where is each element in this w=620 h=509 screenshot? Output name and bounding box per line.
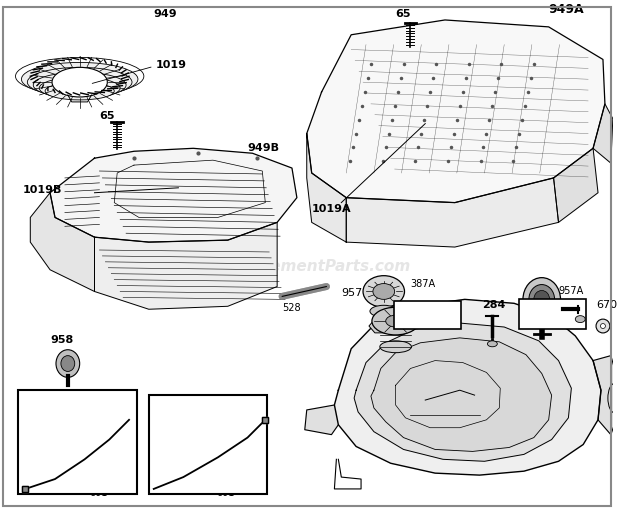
Ellipse shape	[33, 72, 126, 98]
Ellipse shape	[372, 307, 419, 335]
Text: 528: 528	[282, 303, 301, 313]
Polygon shape	[354, 323, 572, 461]
Polygon shape	[50, 148, 297, 242]
Text: 187: 187	[22, 396, 46, 406]
Text: 949B: 949B	[247, 143, 280, 153]
Text: 601: 601	[216, 488, 234, 498]
Text: 972: 972	[404, 313, 430, 326]
Text: 187A: 187A	[154, 400, 185, 410]
Polygon shape	[307, 133, 346, 242]
FancyBboxPatch shape	[519, 299, 586, 329]
Ellipse shape	[370, 305, 397, 317]
Ellipse shape	[575, 316, 585, 323]
Polygon shape	[346, 178, 559, 247]
Polygon shape	[369, 319, 392, 333]
Ellipse shape	[61, 356, 75, 372]
Text: 1019: 1019	[156, 61, 187, 70]
Ellipse shape	[39, 77, 120, 99]
Ellipse shape	[22, 63, 138, 96]
Polygon shape	[334, 299, 601, 475]
Text: 1019B: 1019B	[22, 185, 62, 195]
Ellipse shape	[523, 277, 560, 321]
Text: 1019A: 1019A	[312, 205, 352, 214]
Polygon shape	[94, 222, 277, 309]
FancyBboxPatch shape	[394, 301, 461, 329]
Text: 957A: 957A	[559, 287, 584, 296]
Polygon shape	[305, 405, 339, 435]
FancyBboxPatch shape	[149, 395, 267, 494]
Ellipse shape	[52, 67, 107, 97]
Text: 949: 949	[154, 9, 177, 19]
Text: 65: 65	[99, 110, 115, 121]
Ellipse shape	[376, 323, 386, 329]
Polygon shape	[371, 338, 552, 451]
Text: 958: 958	[50, 335, 73, 345]
Ellipse shape	[386, 315, 405, 327]
Text: 957: 957	[342, 289, 363, 298]
Polygon shape	[554, 148, 598, 222]
Ellipse shape	[596, 319, 610, 333]
Text: 65: 65	[396, 9, 411, 19]
Text: 284: 284	[482, 300, 506, 310]
Polygon shape	[593, 104, 613, 163]
Text: 949A: 949A	[549, 3, 584, 16]
Ellipse shape	[487, 341, 497, 347]
Text: 670: 670	[596, 300, 617, 310]
Text: 601: 601	[89, 488, 108, 498]
Ellipse shape	[529, 285, 554, 314]
Text: 387A: 387A	[410, 278, 435, 289]
Polygon shape	[30, 193, 94, 292]
Ellipse shape	[27, 67, 132, 97]
Ellipse shape	[534, 291, 550, 308]
Text: eReplacementParts.com: eReplacementParts.com	[203, 259, 410, 274]
FancyBboxPatch shape	[19, 390, 137, 494]
Ellipse shape	[601, 324, 605, 328]
Text: 353: 353	[410, 315, 429, 325]
Polygon shape	[593, 356, 618, 435]
Ellipse shape	[56, 350, 80, 377]
Polygon shape	[307, 20, 605, 203]
Ellipse shape	[380, 341, 412, 353]
Ellipse shape	[373, 284, 394, 299]
Ellipse shape	[45, 82, 114, 100]
Ellipse shape	[363, 276, 404, 307]
Text: 188: 188	[524, 312, 550, 325]
